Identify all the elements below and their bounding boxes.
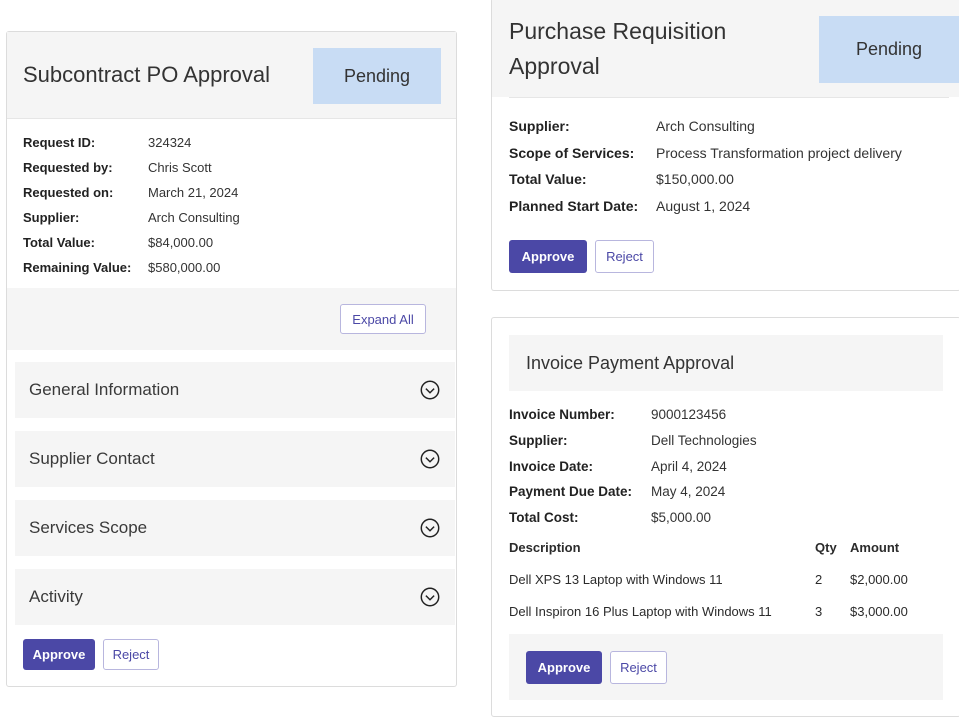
field-value: Arch Consulting (148, 210, 240, 225)
detail-row: Planned Start Date: August 1, 2024 (509, 193, 902, 220)
field-value: August 1, 2024 (656, 197, 751, 214)
section-supplier-contact[interactable]: Supplier Contact (15, 431, 455, 487)
field-label: Invoice Number: (509, 407, 615, 422)
invoice-header (509, 335, 943, 391)
purchase-requisition-card: Purchase Requisition Approval Pending Su… (491, 0, 959, 291)
purchase-title-line2: Approval (509, 53, 600, 79)
purchase-title: Purchase Requisition Approval (509, 14, 726, 84)
line-item-description: Dell XPS 13 Laptop with Windows 11 (509, 572, 723, 587)
field-label: Requested by: (23, 160, 113, 175)
subcontract-details: Request ID: 324324 Requested by: Chris Sco… (23, 130, 240, 280)
field-value: $580,000.00 (148, 260, 221, 275)
chevron-down-circle-icon[interactable] (419, 517, 441, 539)
subcontract-po-card: Subcontract PO Approval Pending Request … (6, 31, 457, 687)
field-value: $5,000.00 (651, 510, 712, 526)
invoice-payment-card: Invoice Payment Approval Invoice Number:… (491, 317, 959, 717)
detail-row: Invoice Number: 9000123456 (509, 402, 757, 428)
detail-row: Requested on: March 21, 2024 (23, 180, 240, 205)
field-value: 9000123456 (651, 407, 727, 422)
field-value: 324324 (148, 135, 192, 150)
reject-button[interactable]: Reject (610, 651, 667, 684)
field-label: Total Value: (23, 235, 95, 250)
reject-button[interactable]: Reject (595, 240, 654, 273)
field-label: Payment Due Date: (509, 484, 633, 500)
field-value: $150,000.00 (656, 171, 734, 187)
approve-button[interactable]: Approve (23, 639, 95, 670)
detail-row: Scope of Services: Process Transformation… (509, 140, 902, 167)
approve-button[interactable]: Approve (526, 651, 602, 684)
field-label: Planned Start Date: (509, 197, 639, 214)
detail-row: Remaining Value: $580,000.00 (23, 255, 240, 280)
detail-row: Supplier: Arch Consulting (23, 205, 240, 230)
line-item-description: Dell Inspiron 16 Plus Laptop with Window… (509, 604, 772, 619)
section-label: Supplier Contact (29, 449, 155, 468)
field-value: Process Transformation project delivery (656, 144, 902, 161)
invoice-details: Invoice Number: 9000123456 Supplier: Dell … (509, 402, 757, 531)
field-label: Supplier: (509, 118, 570, 134)
field-value: May 4, 2024 (651, 484, 726, 500)
field-value: March 21, 2024 (148, 185, 239, 200)
line-item-amount: $2,000.00 (850, 572, 908, 587)
subcontract-title: Subcontract PO Approval (23, 62, 271, 87)
purchase-details: Supplier: Arch Consulting Scope of Servic… (509, 113, 902, 219)
chevron-down-circle-icon[interactable] (419, 448, 441, 470)
approve-button[interactable]: Approve (509, 240, 587, 273)
field-label: Total Cost: (509, 510, 579, 526)
section-services-scope[interactable]: Services Scope (15, 500, 455, 556)
section-label: Services Scope (29, 518, 148, 537)
line-item-qty: 2 (815, 572, 823, 587)
field-value: Dell Technologies (651, 432, 757, 448)
section-label: General Information (29, 380, 180, 399)
reject-button[interactable]: Reject (103, 639, 159, 670)
detail-row: Total Cost: $5,000.00 (509, 505, 757, 531)
subcontract-status-badge: Pending (313, 48, 441, 104)
purchase-divider (509, 97, 949, 98)
purchase-title-line1: Purchase Requisition (509, 18, 727, 44)
purchase-status-badge: Pending (819, 16, 959, 83)
detail-row: Requested by: Chris Scott (23, 155, 240, 180)
detail-row: Total Value: $150,000.00 (509, 166, 902, 193)
field-label: Remaining Value: (23, 260, 132, 275)
expand-all-button[interactable]: Expand All (340, 304, 426, 334)
field-value: $84,000.00 (148, 235, 214, 250)
chevron-down-circle-icon[interactable] (419, 379, 441, 401)
column-header-qty: Qty (815, 540, 837, 555)
field-label: Supplier: (23, 210, 80, 225)
field-label: Invoice Date: (509, 458, 594, 474)
line-item-amount: $3,000.00 (850, 604, 908, 619)
section-label: Activity (29, 587, 83, 606)
field-label: Request ID: (23, 135, 96, 150)
invoice-line-items-table: Description Qty Amount Dell XPS 13 Lapto… (509, 540, 949, 625)
field-value: Arch Consulting (656, 118, 755, 134)
field-label: Total Value: (509, 171, 587, 187)
detail-row: Request ID: 324324 (23, 130, 240, 155)
invoice-title: Invoice Payment Approval (526, 353, 735, 373)
field-value: April 4, 2024 (651, 458, 727, 474)
detail-row: Supplier: Arch Consulting (509, 113, 902, 140)
chevron-down-circle-icon[interactable] (419, 586, 441, 608)
field-value: Chris Scott (148, 160, 212, 175)
detail-row: Total Value: $84,000.00 (23, 230, 240, 255)
column-header-description: Description (509, 540, 581, 555)
detail-row: Payment Due Date: May 4, 2024 (509, 479, 757, 505)
detail-row: Supplier: Dell Technologies (509, 428, 757, 454)
column-header-amount: Amount (850, 540, 900, 555)
field-label: Supplier: (509, 432, 568, 448)
detail-row: Invoice Date: April 4, 2024 (509, 454, 757, 480)
section-general-information[interactable]: General Information (15, 362, 455, 418)
field-label: Scope of Services: (509, 144, 635, 161)
line-item-qty: 3 (815, 604, 823, 619)
section-activity[interactable]: Activity (15, 569, 455, 625)
field-label: Requested on: (23, 185, 114, 200)
